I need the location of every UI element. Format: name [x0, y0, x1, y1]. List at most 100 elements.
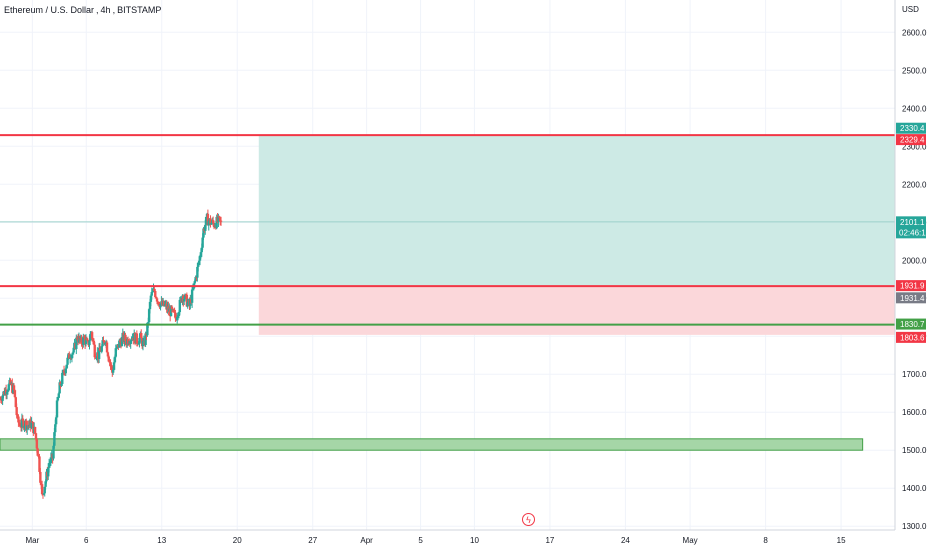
candle-body: [20, 418, 24, 427]
candle-body: [47, 463, 51, 468]
candle-body: [112, 362, 116, 370]
candle-body: [162, 300, 166, 306]
candle-body: [148, 301, 152, 310]
candle-body: [129, 340, 132, 344]
candle-body: [135, 333, 139, 344]
price-label: 1931.9: [896, 280, 926, 292]
candle-body: [204, 224, 207, 231]
candle-body: [103, 340, 106, 344]
candle-body: [190, 289, 194, 303]
candle-body: [197, 260, 201, 263]
candle-body: [147, 309, 151, 323]
candle-body: [0, 399, 3, 401]
candle-body: [200, 247, 203, 253]
currency-label: USD: [902, 5, 919, 14]
candle-body: [151, 291, 154, 293]
candle-body: [101, 340, 104, 347]
y-tick-label: 1400.0: [902, 484, 927, 493]
candle-body: [197, 262, 200, 267]
price-label: 2329.4: [896, 134, 926, 146]
candle-body: [136, 343, 139, 345]
x-tick-label: Mar: [25, 536, 39, 545]
price-label: 2330.4: [896, 122, 926, 134]
x-tick-label: 8: [763, 536, 768, 545]
price-label-bg: [896, 216, 926, 239]
candle-body: [25, 420, 28, 430]
candle-body: [6, 390, 10, 392]
x-tick-label: 20: [233, 536, 242, 545]
price-label-text: 1803.6: [900, 333, 925, 342]
candle-body: [48, 463, 52, 465]
candle-body: [95, 358, 98, 360]
candle-body: [70, 354, 74, 359]
y-tick-label: 1500.0: [902, 446, 927, 455]
candle-body: [140, 333, 143, 339]
candle-body: [90, 332, 94, 339]
candle-body: [111, 369, 115, 373]
price-label-text: 1931.4: [900, 294, 925, 303]
candle-body: [154, 290, 157, 298]
candle-body: [196, 266, 199, 278]
candle-body: [62, 370, 66, 373]
candle-body: [185, 294, 189, 307]
y-tick-label: 2200.0: [902, 180, 927, 189]
candle-body: [89, 333, 92, 341]
candle-body: [97, 347, 101, 360]
candle-body: [65, 364, 68, 369]
candle-body: [56, 397, 60, 401]
stop-zone: [258, 286, 895, 335]
candle-body: [176, 315, 180, 318]
candle-body: [113, 356, 117, 363]
candle-body: [71, 352, 75, 355]
candle-body: [137, 343, 140, 345]
candle-body: [138, 337, 141, 344]
y-tick-label: 2500.0: [902, 66, 927, 75]
price-label-bg: [896, 122, 926, 134]
candle-body: [198, 255, 202, 261]
candle-body: [40, 482, 43, 485]
candle-body: [114, 348, 117, 357]
candle-body: [16, 415, 19, 417]
candle-body: [173, 311, 176, 313]
candle-body: [111, 366, 114, 373]
candle-body: [22, 420, 25, 429]
candle-body: [141, 340, 145, 347]
candle-body: [91, 338, 95, 341]
candle-body: [19, 426, 23, 428]
candle-body: [94, 357, 97, 359]
candle-body: [41, 494, 45, 496]
candles: [0, 209, 223, 499]
candle-body: [88, 340, 91, 346]
interval-label: 4h: [100, 5, 111, 15]
candle-body: [55, 400, 59, 418]
price-label-bg: [896, 331, 926, 343]
y-tick-label: 1700.0: [902, 370, 927, 379]
candle-body: [204, 216, 208, 225]
price-label-bg: [896, 318, 926, 330]
candle-body: [7, 384, 10, 391]
price-label: 1803.6: [896, 331, 926, 343]
candle-body: [9, 379, 12, 385]
candle-body: [174, 312, 177, 319]
lightning-icon[interactable]: ϟ: [522, 513, 535, 526]
candle-body: [126, 339, 130, 345]
candle-body: [183, 294, 187, 299]
candle-body: [105, 342, 109, 353]
candle-body: [183, 298, 186, 302]
candle-body: [209, 218, 212, 225]
candle-body: [212, 223, 216, 228]
price-axis-panel: [895, 0, 932, 550]
candle-body: [104, 343, 107, 345]
price-label-bg: [896, 280, 926, 292]
candle-body: [12, 385, 16, 391]
candle-body: [201, 237, 204, 248]
candle-body: [53, 432, 56, 446]
y-tick-label: 2400.0: [902, 104, 927, 113]
candle-body: [206, 213, 210, 226]
candle-body: [66, 357, 69, 365]
candle-body: [107, 356, 110, 362]
candle-body: [170, 306, 174, 310]
candle-body: [124, 334, 127, 342]
candle-body: [54, 417, 58, 425]
